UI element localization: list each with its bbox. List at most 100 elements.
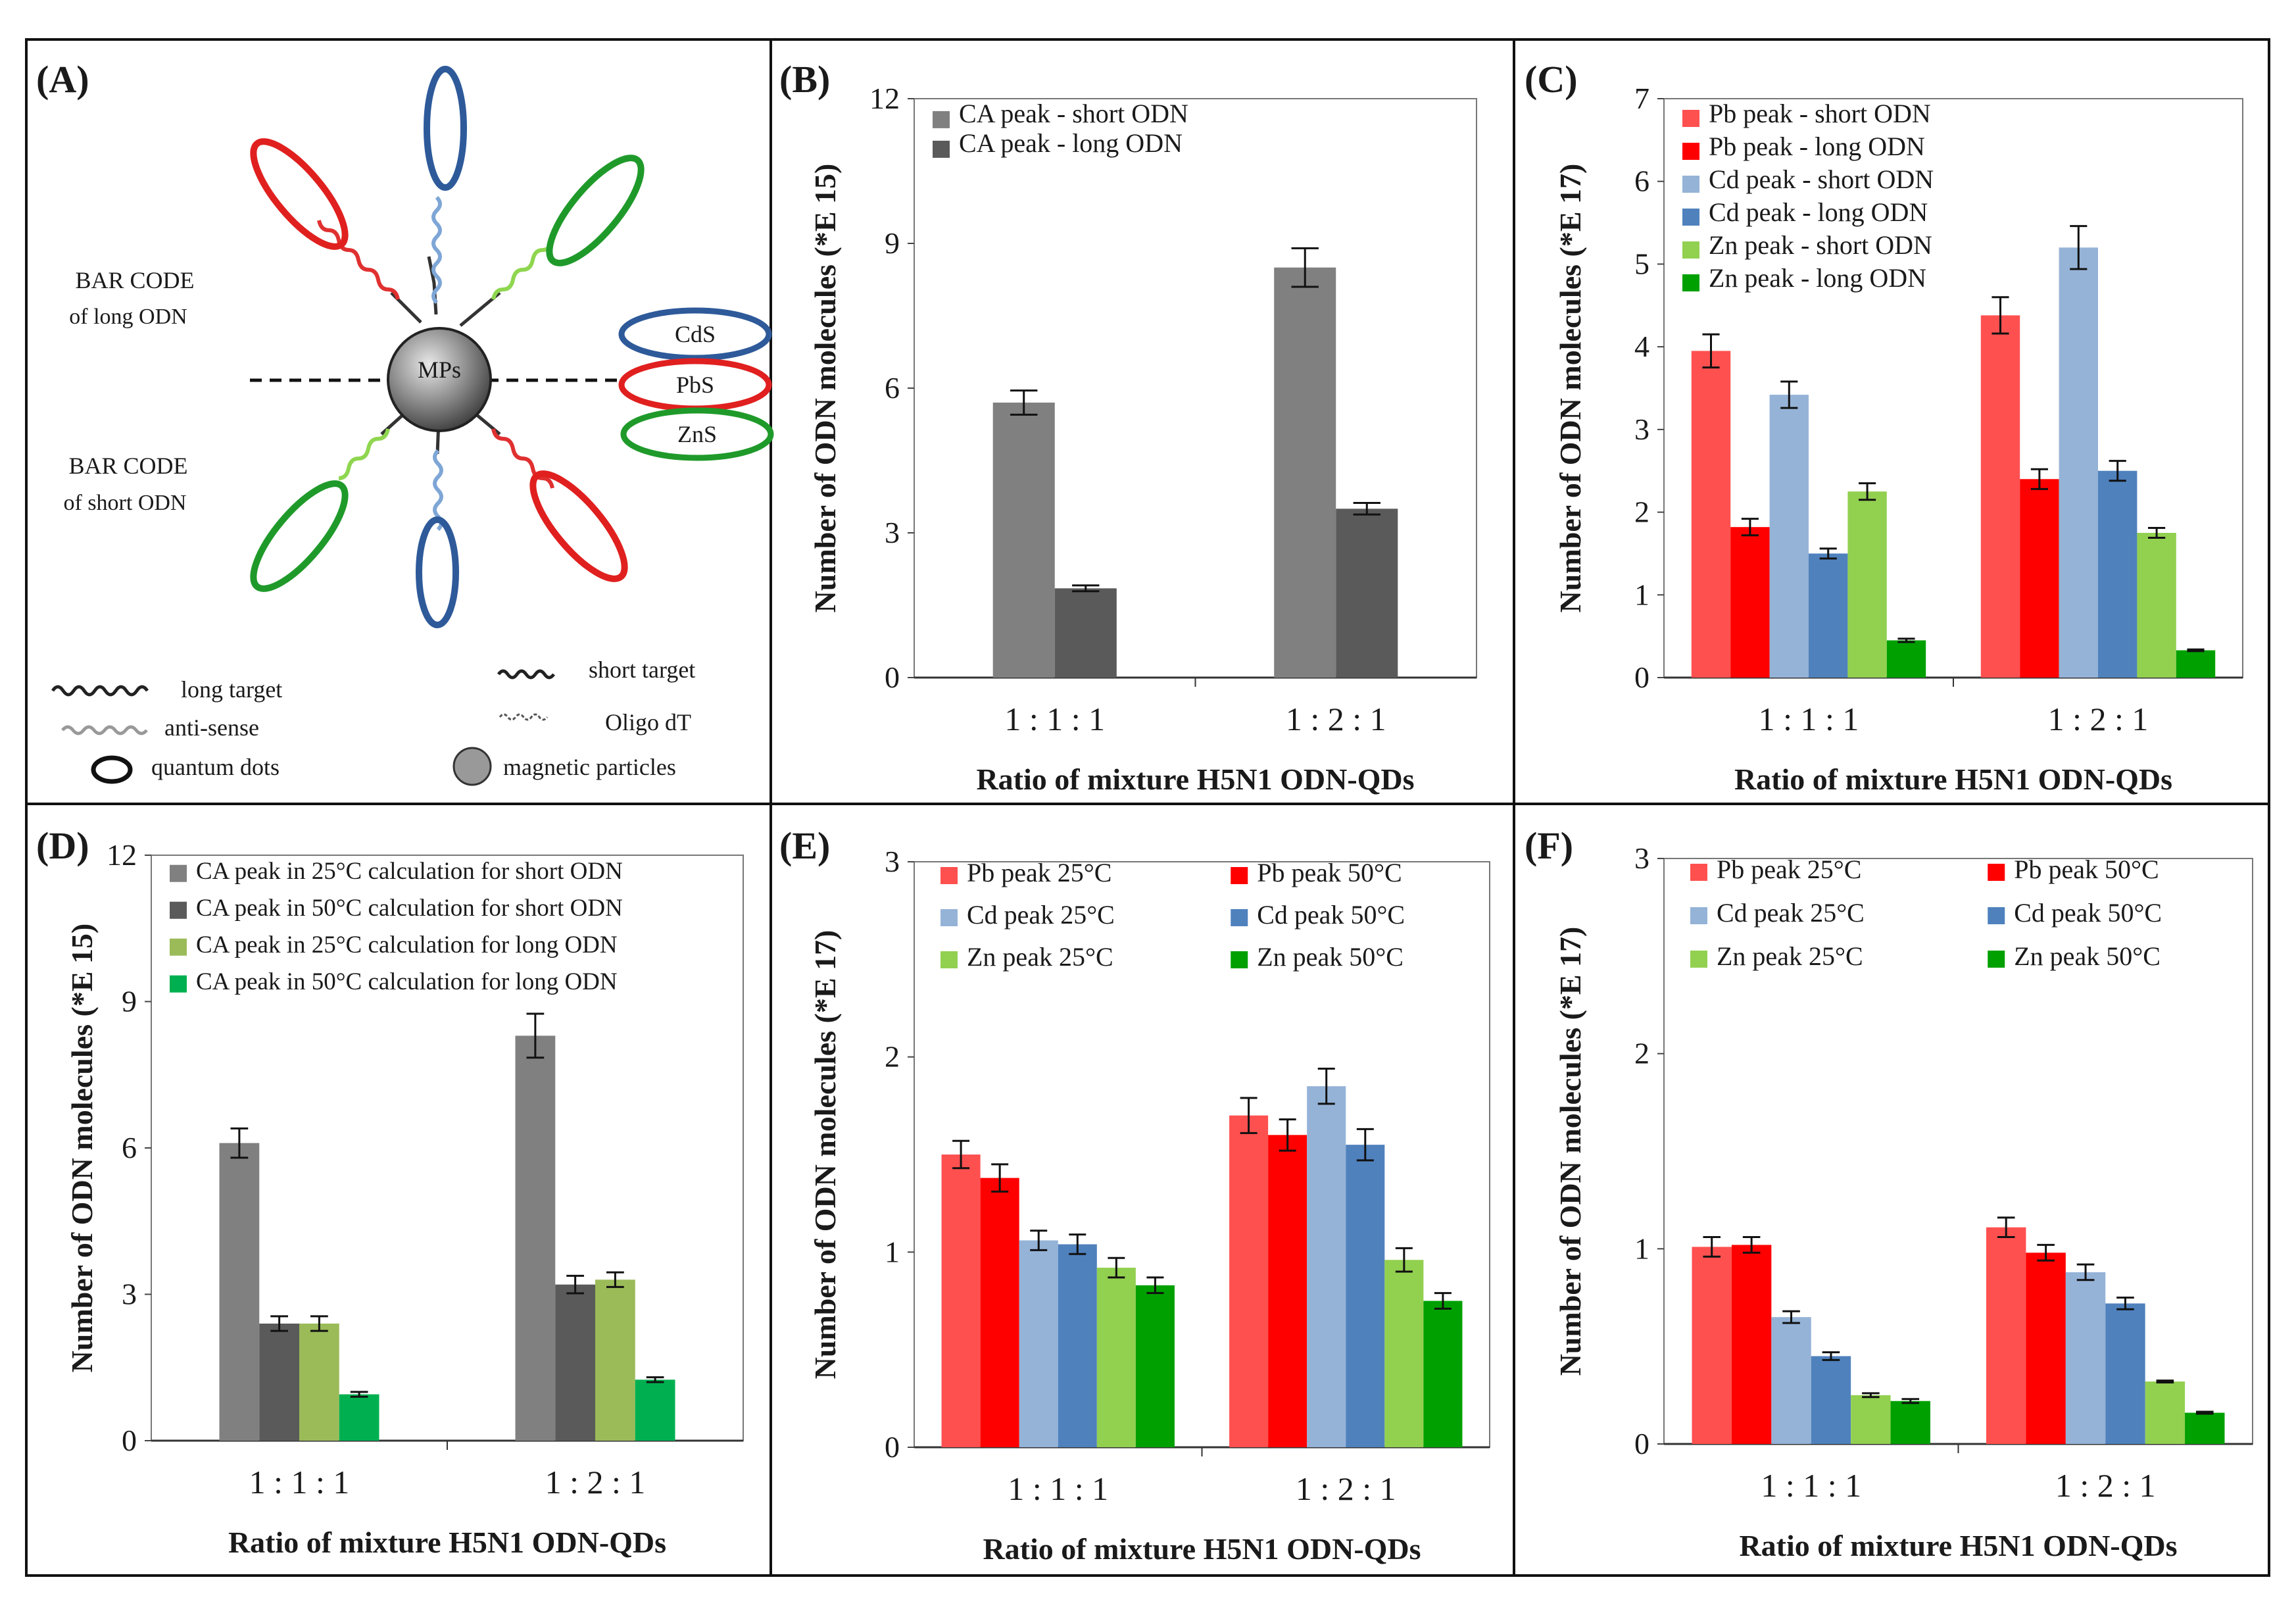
legend-entry-b: CA peak - short ODN xyxy=(959,99,1188,128)
pbs-label: PbS xyxy=(676,372,714,398)
barcode-short-subtitle: of short ODN xyxy=(64,491,187,515)
error-bar-f-s3-c1 xyxy=(1782,1310,1800,1324)
error-bar-c-s1-c1 xyxy=(1702,333,1720,369)
arm-bottom-blue xyxy=(416,420,459,628)
legend-entry-c: Cd peak - short ODN xyxy=(1709,164,1934,194)
y-tick-label-b: 9 xyxy=(885,226,900,260)
legend-swatch-d xyxy=(170,938,187,956)
y-tick-label-d: 12 xyxy=(107,838,137,872)
bar-b-s2-c1 xyxy=(1054,588,1117,678)
x-category-label-b: 1 : 1 : 1 xyxy=(1004,701,1105,737)
legend-magnetic-particles: magnetic particles xyxy=(503,754,676,780)
legend-entry-d: CA peak in 50°C calculation for short OD… xyxy=(196,895,623,922)
error-bar-e-s1-c1 xyxy=(952,1139,970,1170)
y-tick-label-f: 1 xyxy=(1634,1231,1649,1265)
error-bar-b-s1-c2 xyxy=(1291,247,1319,288)
legend-swatch-e xyxy=(940,951,958,968)
bar-f-s3-c1 xyxy=(1771,1317,1811,1444)
y-tick-label-b: 6 xyxy=(885,371,900,405)
error-bar-d-s3-c1 xyxy=(310,1315,328,1332)
y-axis-title-d: Number of ODN molecules (*E 15) xyxy=(65,924,99,1373)
y-tick-label-b: 12 xyxy=(869,82,900,115)
bar-e-s1-c1 xyxy=(941,1155,981,1447)
magnetic-particle-sphere xyxy=(387,327,492,432)
bar-f-s6-c1 xyxy=(1890,1401,1930,1444)
y-tick-label-c: 4 xyxy=(1634,330,1649,363)
panel-e-label: (E) xyxy=(779,824,830,867)
y-tick-label-e: 1 xyxy=(885,1235,900,1268)
legend-quantum-dots: quantum dots xyxy=(151,754,280,780)
error-bar-c-s5-c2 xyxy=(2148,526,2166,539)
panel-a-label: (A) xyxy=(36,58,89,101)
barcode-short-title: BAR CODE xyxy=(68,453,187,479)
barcode-long-subtitle: of long ODN xyxy=(69,305,187,329)
cds-label: CdS xyxy=(675,321,716,347)
error-bar-e-s6-c1 xyxy=(1146,1276,1164,1295)
error-bar-e-s4-c1 xyxy=(1069,1233,1087,1255)
y-tick-label-c: 6 xyxy=(1634,164,1649,198)
y-tick-label-c: 5 xyxy=(1634,247,1649,280)
y-tick-label-e: 3 xyxy=(885,845,900,878)
long-target-icon xyxy=(51,685,149,697)
legend-d: CA peak in 25°C calculation for short OD… xyxy=(170,858,623,995)
error-bar-c-s2-c2 xyxy=(2030,468,2048,490)
legend-c: Pb peak - short ODN Pb peak - long ODN Cd … xyxy=(1682,99,1934,293)
bar-e-s6-c1 xyxy=(1135,1285,1175,1447)
legend-swatch-c xyxy=(1682,209,1699,226)
error-bar-e-s2-c2 xyxy=(1279,1118,1296,1152)
mp-label: MPs xyxy=(418,357,461,383)
bar-c-s1-c2 xyxy=(1980,315,2020,678)
legend-swatch-f xyxy=(1988,951,2005,968)
barcode-long-title: BAR CODE xyxy=(75,267,194,293)
bar-c-s3-c2 xyxy=(2059,247,2098,678)
legend-swatch-f xyxy=(1690,951,1707,968)
error-bar-e-s3-c1 xyxy=(1030,1230,1048,1251)
y-axis-title-c: Number of ODN molecules (*E 17) xyxy=(1553,164,1587,613)
bar-f-s1-c1 xyxy=(1692,1247,1732,1444)
x-axis-title-b: Ratio of mixture H5N1 ODN-QDs xyxy=(976,762,1414,796)
y-axis-title-f: Number of ODN molecules (*E 17) xyxy=(1553,927,1587,1376)
y-tick-label-f: 2 xyxy=(1634,1037,1649,1070)
error-bar-f-s5-c1 xyxy=(1862,1392,1880,1399)
y-tick-label-b: 0 xyxy=(885,660,900,694)
legend-entry-e: Zn peak 25°C xyxy=(967,942,1113,972)
y-tick-label-f: 3 xyxy=(1634,841,1649,875)
error-bar-b-s1-c1 xyxy=(1010,389,1038,416)
bar-d-s1-c1 xyxy=(219,1143,260,1441)
legend-entry-c: Zn peak - long ODN xyxy=(1709,263,1926,293)
legend-swatch-c xyxy=(1682,274,1699,291)
bar-e-s2-c1 xyxy=(980,1178,1019,1447)
error-bar-f-s6-c1 xyxy=(1901,1398,1920,1404)
y-axis-title-e: Number of ODN molecules (*E 17) xyxy=(808,930,842,1379)
legend-swatch-e xyxy=(1231,867,1248,884)
bar-c-s6-c2 xyxy=(2176,650,2216,678)
legend-entry-f: Zn peak 25°C xyxy=(1717,941,1863,971)
x-category-label-c: 1 : 1 : 1 xyxy=(1759,701,1859,737)
error-bar-c-s4-c2 xyxy=(2109,460,2126,482)
y-tick-label-c: 7 xyxy=(1634,82,1649,115)
legend-swatch-d xyxy=(170,901,187,919)
error-bar-f-s1-c1 xyxy=(1703,1236,1721,1258)
bar-b-s2-c2 xyxy=(1336,509,1398,678)
legend-swatch-e xyxy=(940,867,958,884)
bar-f-s6-c2 xyxy=(2185,1412,2225,1444)
error-bar-d-s1-c1 xyxy=(230,1127,249,1159)
error-bar-d-s4-c2 xyxy=(646,1376,664,1383)
legend-entry-d: CA peak in 50°C calculation for long ODN xyxy=(196,968,618,995)
x-category-label-c: 1 : 2 : 1 xyxy=(2048,701,2149,737)
legend-swatch-b xyxy=(933,140,950,158)
legend-entry-d: CA peak in 25°C calculation for long ODN xyxy=(196,932,618,958)
panel-f-label: (F) xyxy=(1525,824,1573,867)
anti-sense-icon xyxy=(61,725,148,735)
legend-entry-f: Pb peak 50°C xyxy=(2014,855,2159,884)
y-tick-label-d: 6 xyxy=(122,1131,137,1164)
legend-entry-b: CA peak - long ODN xyxy=(959,128,1183,158)
legend-swatch-f xyxy=(1988,864,2005,881)
legend-swatch-c xyxy=(1682,143,1699,160)
legend-swatch-d xyxy=(170,864,187,882)
x-category-label-f: 1 : 2 : 1 xyxy=(2055,1467,2156,1504)
legend-entry-c: Pb peak - short ODN xyxy=(1709,99,1931,128)
legend-swatch-c xyxy=(1682,241,1699,259)
error-bar-d-s1-c2 xyxy=(526,1012,545,1059)
y-tick-label-c: 1 xyxy=(1634,578,1649,611)
